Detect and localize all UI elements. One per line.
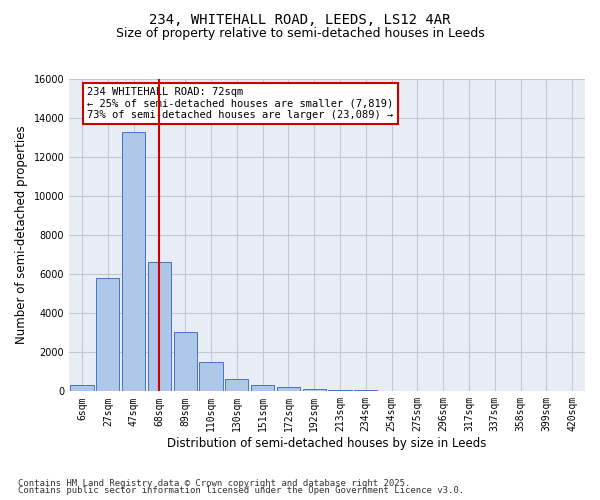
Y-axis label: Number of semi-detached properties: Number of semi-detached properties	[15, 126, 28, 344]
Bar	[251, 386, 274, 392]
Bar	[302, 389, 326, 392]
Bar	[225, 379, 248, 392]
Bar	[328, 390, 352, 392]
Bar	[354, 390, 377, 392]
Text: Contains HM Land Registry data © Crown copyright and database right 2025.: Contains HM Land Registry data © Crown c…	[18, 478, 410, 488]
Text: Size of property relative to semi-detached houses in Leeds: Size of property relative to semi-detach…	[116, 28, 484, 40]
X-axis label: Distribution of semi-detached houses by size in Leeds: Distribution of semi-detached houses by …	[167, 437, 487, 450]
Bar	[380, 390, 403, 392]
Bar	[148, 262, 171, 392]
Bar	[122, 132, 145, 392]
Text: 234, WHITEHALL ROAD, LEEDS, LS12 4AR: 234, WHITEHALL ROAD, LEEDS, LS12 4AR	[149, 12, 451, 26]
Bar	[70, 386, 94, 392]
Text: 234 WHITEHALL ROAD: 72sqm
← 25% of semi-detached houses are smaller (7,819)
73% : 234 WHITEHALL ROAD: 72sqm ← 25% of semi-…	[87, 87, 394, 120]
Text: Contains public sector information licensed under the Open Government Licence v3: Contains public sector information licen…	[18, 486, 464, 495]
Bar	[173, 332, 197, 392]
Bar	[96, 278, 119, 392]
Bar	[199, 362, 223, 392]
Bar	[277, 387, 300, 392]
